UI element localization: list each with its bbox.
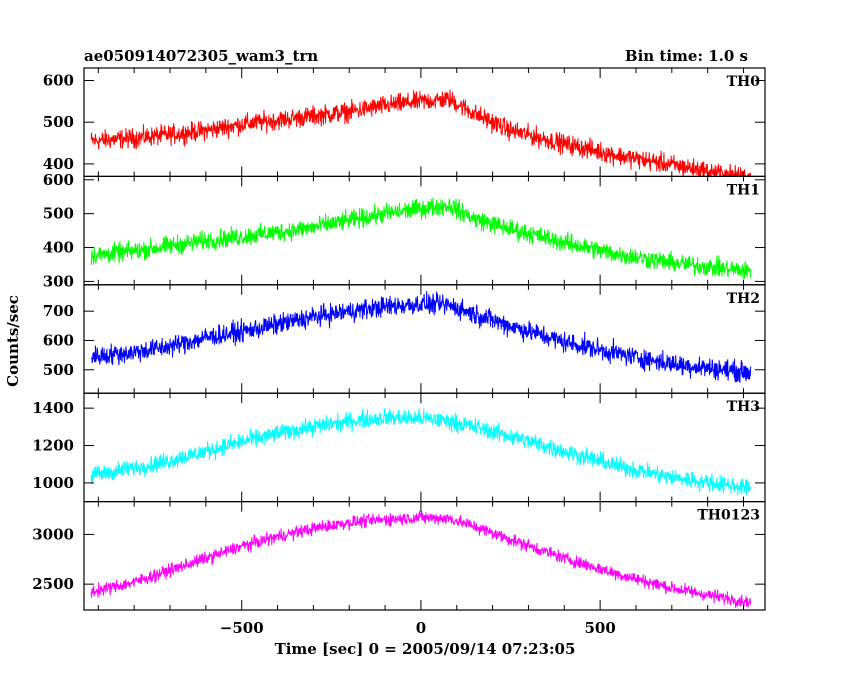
y-tick-label: 1400 xyxy=(32,399,74,417)
panel-th1: 300 400 500 600 TH1 xyxy=(43,171,766,290)
panel-th2: 500 600 700 TH2 xyxy=(43,284,766,394)
y-tick-label: 500 xyxy=(43,113,74,131)
x-tick-label: 0 xyxy=(416,619,426,637)
y-tick-label: 1200 xyxy=(32,437,74,455)
series-line-th0 xyxy=(90,89,752,178)
panel-th0123: 2500 3000 TH0123 xyxy=(32,501,766,611)
panel-th0: 400 500 600 TH0 xyxy=(43,67,766,178)
chart-title-right: Bin time: 1.0 s xyxy=(625,47,748,65)
series-line-th3 xyxy=(90,408,752,496)
panel-th3: 1000 1200 1400 TH3 xyxy=(32,392,766,503)
y-tick-label: 3000 xyxy=(32,525,74,543)
panel-label-th1: TH1 xyxy=(727,182,760,198)
panel-label-th3: TH3 xyxy=(727,399,760,415)
y-tick-label: 600 xyxy=(43,72,74,90)
x-axis-label: Time [sec] 0 = 2005/09/14 07:23:05 xyxy=(275,640,576,658)
y-tick-label: 400 xyxy=(43,239,74,257)
y-tick-label: 700 xyxy=(43,302,74,320)
series-line-th0123 xyxy=(90,510,752,608)
y-axis-label: Counts/sec xyxy=(4,295,22,387)
y-tick-label: 400 xyxy=(43,155,74,173)
panel-frame xyxy=(83,67,766,178)
panel-label-th2: TH2 xyxy=(727,291,760,307)
panel-label-th0123: TH0123 xyxy=(697,508,760,524)
x-tick-label: 500 xyxy=(584,619,615,637)
y-tick-label: 300 xyxy=(43,272,74,290)
series-line-th1 xyxy=(90,197,752,280)
panel-label-th0: TH0 xyxy=(727,74,761,90)
y-tick-label: 2500 xyxy=(32,575,74,593)
chart-title-left: ae050914072305_wam3_trn xyxy=(84,47,318,65)
panels: 400 500 600 TH0 300 400 500 600 TH1 500 600 700 TH2 1… xyxy=(32,67,766,637)
panel-frame xyxy=(83,501,766,611)
panel-frame xyxy=(83,392,766,503)
y-tick-label: 600 xyxy=(43,331,74,349)
y-tick-label: 500 xyxy=(43,361,74,379)
series-line-th2 xyxy=(90,291,752,383)
y-tick-label: 1000 xyxy=(32,474,74,492)
y-tick-label: 500 xyxy=(43,205,74,223)
y-tick-label: 600 xyxy=(43,171,74,189)
x-tick-label: −500 xyxy=(220,619,264,637)
